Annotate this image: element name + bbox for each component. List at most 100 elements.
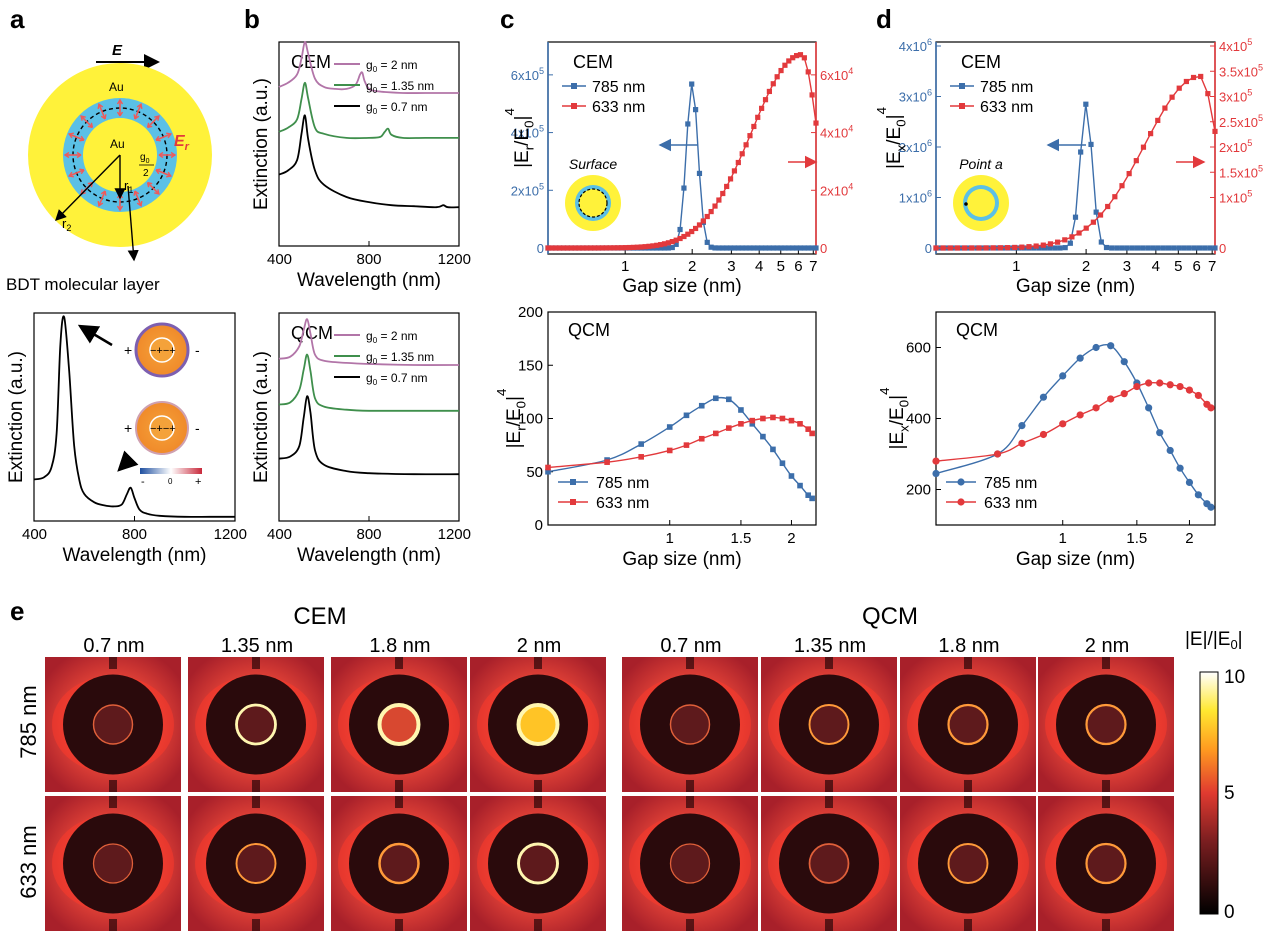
data-point xyxy=(738,407,744,413)
gap-label: 0.7 nm xyxy=(660,635,721,657)
legend-pre: g xyxy=(366,350,373,364)
inset-label: Surface xyxy=(569,156,617,172)
field-map-gap-ring xyxy=(517,842,559,885)
radial-arrowhead xyxy=(97,201,104,208)
data-point xyxy=(779,460,786,467)
data-point xyxy=(1067,240,1073,246)
x-tick-label: 6 xyxy=(794,258,802,275)
radial-arrowtail xyxy=(80,169,85,175)
data-point xyxy=(805,426,811,432)
legend-marker xyxy=(957,498,965,506)
y-axis-label-part: /E xyxy=(884,127,905,145)
data-point xyxy=(1109,245,1115,251)
data-point xyxy=(743,142,749,148)
data-point xyxy=(626,244,633,251)
data-point xyxy=(1041,245,1048,251)
series-line xyxy=(278,41,459,94)
y-axis-label-part: |E xyxy=(512,150,533,168)
y-axis-label-part: | xyxy=(884,114,905,119)
radial-arrow xyxy=(68,169,85,177)
data-point xyxy=(1069,234,1075,240)
legend-label: 633 nm xyxy=(980,99,1033,116)
data-point xyxy=(1145,404,1153,412)
charge-scale-plus: + xyxy=(195,476,201,488)
data-point xyxy=(1120,390,1128,398)
y-axis-label-part: |E xyxy=(887,432,908,450)
radial-arrowtail xyxy=(155,135,160,141)
series-line xyxy=(278,395,460,476)
data-point xyxy=(623,245,629,251)
x-tick-label: 7 xyxy=(809,258,817,275)
field-map-node xyxy=(1102,796,1110,808)
data-point xyxy=(759,245,765,251)
field-map-core xyxy=(380,844,418,883)
data-point xyxy=(778,67,784,74)
gap-label: 2 nm xyxy=(517,635,561,657)
data-point xyxy=(735,159,741,166)
field-map-core xyxy=(671,705,709,744)
data-point xyxy=(1176,245,1182,251)
legend-post: = 0.7 nm xyxy=(377,100,427,114)
radial-arrowtail xyxy=(87,181,93,185)
field-map-gap-ring xyxy=(378,842,420,885)
field-map-gap-ring xyxy=(669,704,711,745)
legend-marker xyxy=(570,499,576,505)
data-point xyxy=(1185,386,1194,394)
field-map-core xyxy=(671,844,709,883)
data-point xyxy=(560,245,567,251)
data-point xyxy=(1062,237,1068,243)
field-map-node xyxy=(825,796,833,808)
data-point xyxy=(1186,245,1192,251)
data-point xyxy=(1107,342,1115,350)
right-tick-label-exp: 5 xyxy=(1258,62,1263,72)
data-point xyxy=(549,245,555,251)
inset-core xyxy=(578,188,608,218)
data-point xyxy=(1033,243,1039,249)
radial-arrowtail xyxy=(100,115,106,120)
field-map-gap-ring xyxy=(235,703,277,746)
y-axis-label-part: 4 xyxy=(877,388,892,395)
radial-arrowhead xyxy=(166,171,173,178)
chart-a-spectrum: 400 800 1200 Wavelength (nm) Extinction (a.u… xyxy=(6,312,247,566)
data-point xyxy=(1207,245,1213,251)
data-point xyxy=(1145,245,1151,251)
field-map-core xyxy=(380,705,418,744)
field-map-node xyxy=(534,796,542,808)
data-point xyxy=(592,245,598,251)
data-point xyxy=(1134,245,1141,251)
data-point xyxy=(1119,183,1125,189)
field-map-core xyxy=(237,705,275,744)
data-point xyxy=(727,176,734,182)
data-point xyxy=(969,245,975,251)
r2-arrow xyxy=(55,154,121,221)
data-point xyxy=(731,245,738,251)
colorbar-gradient xyxy=(1199,671,1219,915)
y-tick-label: 600 xyxy=(906,340,931,357)
data-point xyxy=(940,245,946,251)
field-map-gap-ring xyxy=(808,843,850,884)
data-point xyxy=(611,245,617,251)
radial-arrowhead xyxy=(166,132,173,139)
chart-b-qcm: 400 800 1200 Wavelength (nm) Extinction (a.u… xyxy=(251,312,471,566)
field-map-node xyxy=(825,657,833,669)
data-point xyxy=(665,240,672,246)
data-point xyxy=(786,245,792,251)
data-point xyxy=(685,231,691,237)
data-point xyxy=(932,469,940,478)
data-point xyxy=(1039,430,1048,439)
field-map-core xyxy=(949,844,987,883)
data-point xyxy=(805,245,811,251)
y-tick-label: 400 xyxy=(906,411,931,428)
field-map-cell xyxy=(900,657,1036,792)
data-point xyxy=(1098,239,1104,245)
radial-arrowtail xyxy=(76,151,82,156)
data-point xyxy=(797,482,803,489)
data-point xyxy=(993,450,1002,458)
data-point xyxy=(809,430,815,437)
data-point xyxy=(696,170,703,177)
data-point xyxy=(1047,245,1053,251)
x-axis-label: Gap size (nm) xyxy=(1016,549,1135,570)
radial-arrowtail xyxy=(80,135,85,141)
data-point xyxy=(1072,214,1079,220)
left-tick-label-exp: 6 xyxy=(927,189,932,199)
